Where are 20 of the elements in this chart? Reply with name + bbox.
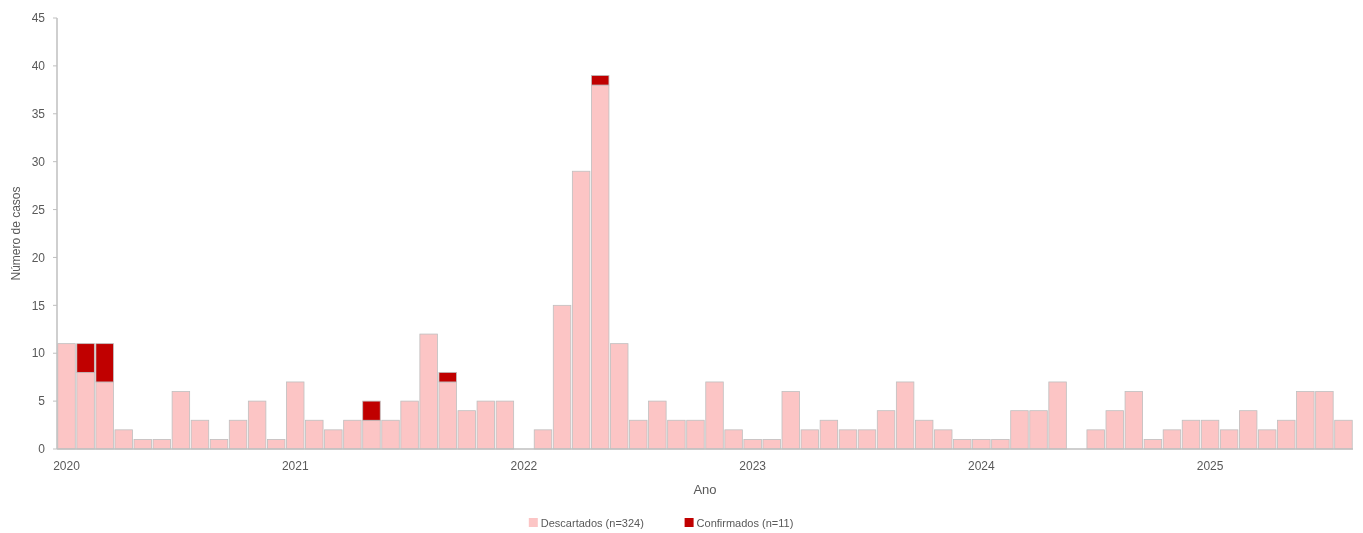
x-tick-label: 2020 [53,459,81,473]
x-tick-label: 2021 [281,459,309,473]
y-tick-label: 10 [31,346,46,361]
x-tick-label: 2022 [510,459,538,473]
x-axis-title: Ano [693,482,717,497]
x-tick-label: 2023 [739,459,767,473]
y-tick-label: 35 [31,106,46,121]
x-tick-label: 2024 [968,459,996,473]
legend-label: Confirmados (n=11) [696,517,794,529]
x-tick-label: 2025 [1196,459,1224,473]
y-tick-label: 30 [31,154,46,169]
y-tick-label: 40 [31,59,46,74]
y-axis-title: Número de casos [9,186,23,281]
y-tick-label: 5 [38,394,46,409]
legend-label: Descartados (n=324) [540,517,644,529]
y-tick-label: 15 [31,298,46,313]
y-tick-label: 20 [31,250,46,265]
y-tick-label: 0 [38,442,46,457]
y-tick-label: 25 [31,202,46,217]
y-tick-label: 45 [31,11,46,26]
